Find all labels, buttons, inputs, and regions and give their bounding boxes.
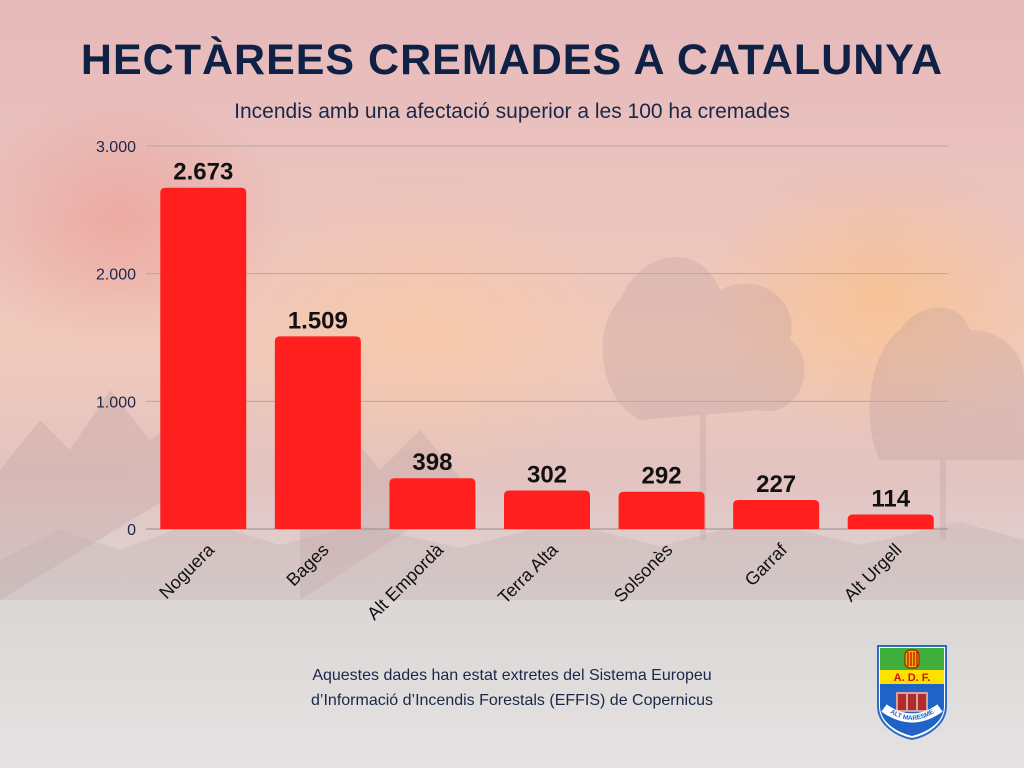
bar-value-label: 292: [642, 463, 682, 490]
x-category-label: Alt Empordà: [363, 539, 448, 624]
bar-0: [160, 187, 247, 529]
bar-1: [274, 336, 361, 529]
bar-2: [389, 478, 476, 529]
x-category-label: Terra Alta: [494, 539, 563, 608]
bar-value-label: 398: [412, 449, 452, 476]
x-category-label: Bages: [282, 540, 332, 590]
chart-title: HECTÀREES CREMADES A CATALUNYA: [80, 36, 944, 84]
bar-6: [847, 514, 934, 529]
y-tick-label: 3.000: [96, 139, 136, 156]
bar-5: [733, 500, 820, 529]
y-tick-label: 1.000: [96, 394, 136, 411]
y-tick-label: 0: [127, 522, 136, 539]
source-note: Aquestes dades han estat extretes del Si…: [252, 663, 772, 713]
chart-subtitle: Incendis amb una afectació superior a le…: [234, 100, 790, 123]
y-tick-label: 2.000: [96, 267, 136, 284]
x-category-label: Noguera: [155, 539, 219, 603]
bar-value-label: 302: [527, 461, 567, 488]
logo-text-top: A. D. F.: [894, 672, 931, 684]
bar-value-label: 1.509: [288, 307, 348, 334]
bar-4: [618, 491, 705, 529]
x-category-label: Solsonès: [610, 540, 677, 607]
source-line-1: Aquestes dades han estat extretes del Si…: [312, 667, 712, 684]
bar-value-label: 114: [871, 485, 910, 512]
x-category-label: Alt Urgell: [840, 540, 906, 606]
adf-alt-maresme-logo: A. D. F. ALT MARESME: [877, 645, 947, 740]
source-line-2: d’Informació d’Incendis Forestals (EFFIS…: [311, 692, 713, 709]
bar-value-label: 227: [756, 471, 796, 498]
x-category-label: Garraf: [741, 539, 792, 590]
bar-3: [504, 490, 590, 529]
bar-value-label: 2.673: [173, 159, 233, 186]
